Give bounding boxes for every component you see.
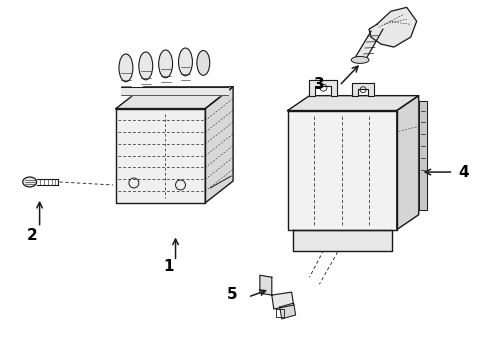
Polygon shape	[116, 109, 205, 203]
Polygon shape	[288, 96, 418, 111]
Polygon shape	[288, 111, 397, 230]
Text: 5: 5	[227, 287, 238, 302]
Ellipse shape	[178, 48, 193, 76]
Text: 1: 1	[163, 259, 174, 274]
Polygon shape	[260, 275, 272, 295]
Ellipse shape	[159, 50, 172, 78]
Polygon shape	[121, 87, 228, 95]
Polygon shape	[116, 87, 233, 109]
Ellipse shape	[197, 50, 210, 75]
Polygon shape	[353, 29, 383, 61]
Polygon shape	[418, 100, 427, 210]
Ellipse shape	[139, 52, 153, 80]
Ellipse shape	[351, 57, 369, 63]
Polygon shape	[205, 87, 233, 203]
Polygon shape	[293, 230, 392, 251]
Text: 4: 4	[458, 165, 469, 180]
Polygon shape	[369, 7, 416, 47]
Polygon shape	[352, 83, 374, 96]
Text: 3: 3	[314, 77, 325, 92]
Polygon shape	[280, 303, 295, 319]
Polygon shape	[310, 80, 337, 96]
Text: 2: 2	[26, 228, 37, 243]
Ellipse shape	[23, 177, 37, 187]
Polygon shape	[272, 292, 294, 309]
Ellipse shape	[119, 54, 133, 82]
Polygon shape	[397, 96, 418, 230]
